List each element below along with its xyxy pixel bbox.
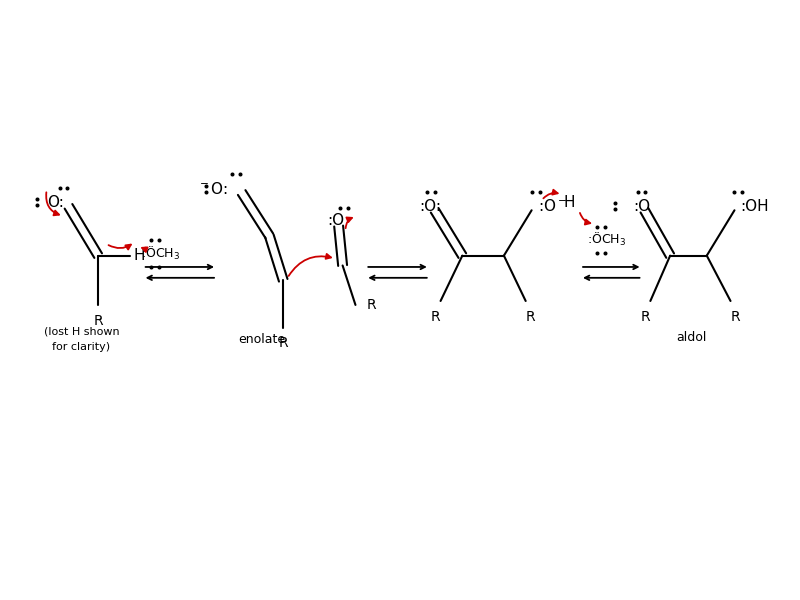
- Text: :ÖCH$_3$: :ÖCH$_3$: [587, 231, 626, 248]
- Text: R: R: [278, 337, 288, 350]
- FancyArrowPatch shape: [142, 247, 148, 252]
- FancyArrowPatch shape: [289, 254, 331, 276]
- FancyArrowPatch shape: [109, 245, 131, 250]
- Text: for clarity): for clarity): [52, 343, 110, 352]
- FancyArrowPatch shape: [543, 190, 558, 199]
- Text: R: R: [730, 310, 740, 324]
- Text: R: R: [431, 310, 441, 324]
- Text: $^-$O:: $^-$O:: [197, 181, 228, 197]
- Text: :ÖCH$_3$: :ÖCH$_3$: [141, 245, 180, 262]
- Text: enolate: enolate: [238, 333, 285, 346]
- Text: O:: O:: [46, 195, 63, 210]
- Text: :O: :O: [633, 199, 650, 214]
- FancyArrowPatch shape: [580, 213, 590, 224]
- Text: R: R: [366, 298, 376, 312]
- Text: aldol: aldol: [677, 331, 707, 344]
- Text: :O:: :O:: [420, 199, 442, 214]
- Text: :O$^-$: :O$^-$: [538, 199, 566, 214]
- Text: H: H: [563, 195, 575, 210]
- Text: :O: :O: [327, 212, 344, 227]
- FancyArrowPatch shape: [346, 217, 352, 228]
- Text: (lost H shown: (lost H shown: [43, 326, 119, 337]
- Text: R: R: [526, 310, 535, 324]
- Text: :OH: :OH: [741, 199, 769, 214]
- FancyArrowPatch shape: [46, 193, 59, 215]
- Text: R: R: [94, 314, 103, 328]
- Text: H: H: [134, 248, 146, 263]
- Text: R: R: [641, 310, 650, 324]
